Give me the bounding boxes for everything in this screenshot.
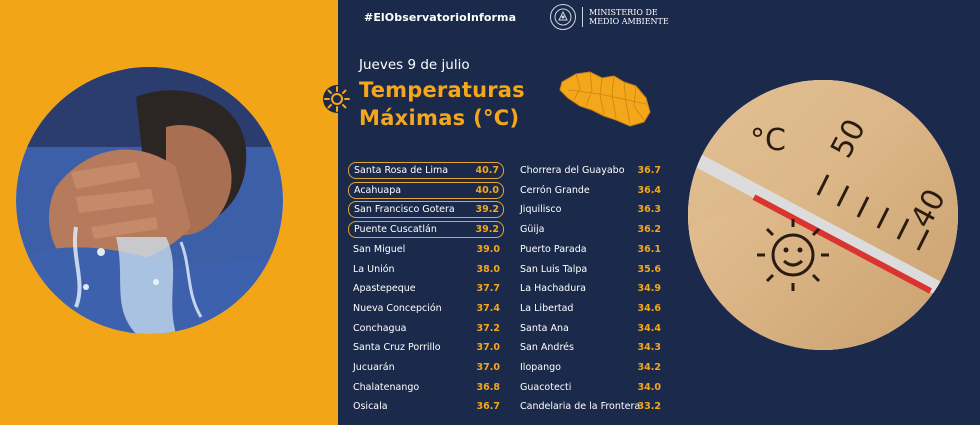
station-row: Puerto Parada 36.1 [515, 241, 665, 258]
station-name: Acahuapa [354, 184, 402, 196]
government-seal-icon [550, 4, 576, 30]
person-splashing-water-photo [16, 67, 283, 334]
station-name: Nueva Concepción [353, 302, 442, 314]
station-row: Santa Rosa de Lima 40.7 [348, 162, 504, 179]
station-temperature: 39.2 [475, 204, 499, 216]
station-row: Jucuarán 37.0 [348, 359, 504, 376]
station-temperature: 36.4 [637, 184, 661, 196]
station-name: Puente Cuscatlán [354, 224, 437, 236]
station-name: San Andrés [520, 342, 574, 354]
station-row: La Libertad 34.6 [515, 300, 665, 317]
station-row: Nueva Concepción 37.4 [348, 300, 504, 317]
station-temperature: 37.0 [476, 362, 500, 373]
el-salvador-map-icon [556, 68, 652, 132]
station-name: Candelaria de la Frontera [520, 401, 641, 413]
title-line-2: Máximas (°C) [359, 106, 520, 130]
station-name: Santa Ana [520, 322, 569, 334]
ministry-logo: MINISTERIO DE MEDIO AMBIENTE [550, 4, 669, 30]
station-temperature: 37.0 [476, 342, 500, 354]
station-temperature: 34.4 [637, 322, 661, 334]
station-row: Chalatenango 36.8 [348, 379, 504, 396]
station-temperature: 39.2 [475, 224, 499, 236]
station-row: Puente Cuscatlán 39.2 [348, 221, 504, 239]
station-temperature: 34.2 [637, 362, 661, 373]
station-name: San Miguel [353, 243, 406, 255]
station-temperature: 40.7 [475, 165, 499, 176]
station-name: La Hachadura [520, 283, 586, 295]
date-label: Jueves 9 de julio [359, 57, 470, 73]
hashtag-label: #ElObservatorioInforma [364, 11, 517, 24]
station-temperature: 34.0 [637, 381, 661, 393]
station-name: La Libertad [520, 302, 574, 314]
station-name: Santa Rosa de Lima [354, 165, 449, 176]
sun-icon [322, 84, 352, 114]
station-name: Santa Cruz Porrillo [353, 342, 441, 354]
station-temperature: 39.0 [476, 243, 500, 255]
station-temperature: 36.3 [637, 204, 661, 216]
station-row: San Andrés 34.3 [515, 339, 665, 356]
station-temperature: 37.7 [476, 283, 500, 295]
thermometer-photo: 50 40 °C [688, 80, 958, 350]
station-name: Chalatenango [353, 381, 420, 393]
station-row: Candelaria de la Frontera 33.2 [515, 398, 665, 415]
station-name: San Francisco Gotera [354, 204, 455, 216]
station-row: Cerrón Grande 36.4 [515, 182, 665, 199]
station-temperature: 37.4 [476, 302, 500, 314]
station-row: Ilopango 34.2 [515, 359, 665, 376]
station-row: Apastepeque 37.7 [348, 280, 504, 297]
station-temperature: 33.2 [637, 401, 661, 413]
station-name: Conchagua [353, 322, 407, 334]
station-row: Osicala 36.7 [348, 398, 504, 415]
title-line-1: Temperaturas [359, 78, 525, 102]
station-temperature: 36.8 [476, 381, 500, 393]
station-name: Osicala [353, 401, 388, 413]
station-temperature: 34.9 [637, 283, 661, 295]
station-name: San Luis Talpa [520, 263, 588, 275]
station-temperature: 36.1 [637, 243, 661, 255]
station-row: Santa Cruz Porrillo 37.0 [348, 339, 504, 356]
station-row: Jiquilisco 36.3 [515, 201, 665, 218]
ministry-line-1: MINISTERIO DE [589, 8, 658, 17]
station-temperature: 40.0 [475, 184, 499, 196]
station-name: La Unión [353, 263, 395, 275]
station-row: Guacotecti 34.0 [515, 379, 665, 396]
station-name: Apastepeque [353, 283, 416, 295]
station-temperature: 38.0 [476, 263, 500, 275]
station-row: Santa Ana 34.4 [515, 320, 665, 337]
station-temperature: 34.3 [637, 342, 661, 354]
station-name: Guacotecti [520, 381, 572, 393]
station-row: San Luis Talpa 35.6 [515, 261, 665, 278]
station-temperature: 36.7 [637, 165, 661, 176]
ministry-name: MINISTERIO DE MEDIO AMBIENTE [589, 8, 669, 26]
station-temperature: 36.7 [476, 401, 500, 413]
station-temperature: 34.6 [637, 302, 661, 314]
station-row: San Francisco Gotera 39.2 [348, 201, 504, 219]
station-row: La Hachadura 34.9 [515, 280, 665, 297]
station-temperature: 35.6 [637, 263, 661, 275]
station-row: Güija 36.2 [515, 221, 665, 238]
station-temperature: 37.2 [476, 322, 500, 334]
station-name: Jiquilisco [520, 204, 562, 216]
station-row: Acahuapa 40.0 [348, 181, 504, 199]
station-name: Jucuarán [353, 362, 395, 373]
station-row: Chorrera del Guayabo 36.7 [515, 162, 665, 179]
station-row: La Unión 38.0 [348, 261, 504, 278]
ministry-line-2: MEDIO AMBIENTE [589, 17, 669, 26]
station-name: Chorrera del Guayabo [520, 165, 625, 176]
station-temperature: 36.2 [637, 224, 661, 236]
station-row: San Miguel 39.0 [348, 241, 504, 258]
thermometer-unit-mark: °C [750, 123, 786, 158]
station-name: Puerto Parada [520, 243, 587, 255]
logo-divider [582, 7, 583, 27]
station-name: Ilopango [520, 362, 561, 373]
station-name: Cerrón Grande [520, 184, 590, 196]
station-name: Güija [520, 224, 545, 236]
station-row: Conchagua 37.2 [348, 320, 504, 337]
